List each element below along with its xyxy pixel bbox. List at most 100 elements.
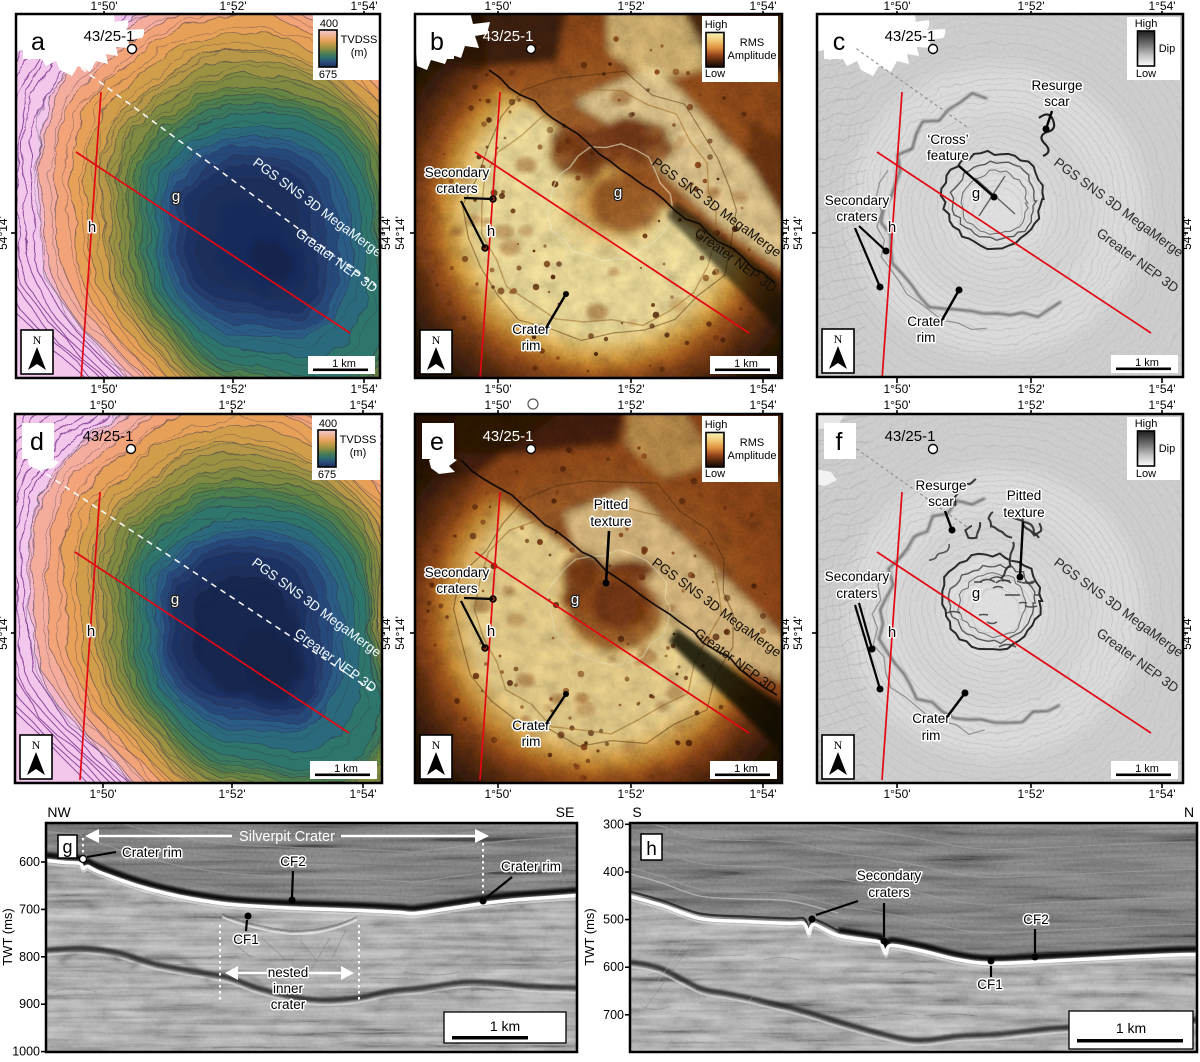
svg-text:300: 300: [603, 817, 624, 831]
svg-text:feature: feature: [927, 148, 969, 163]
svg-text:1°54': 1°54': [749, 0, 776, 13]
svg-text:1°54': 1°54': [1148, 0, 1175, 13]
svg-text:rim: rim: [917, 330, 936, 345]
svg-text:1°50': 1°50': [90, 382, 117, 396]
svg-text:1°54': 1°54': [349, 787, 376, 801]
svg-text:1°52': 1°52': [1017, 0, 1044, 13]
svg-text:54°14': 54°14': [0, 616, 10, 650]
svg-text:1°54': 1°54': [350, 0, 377, 13]
svg-text:1°52': 1°52': [617, 398, 644, 412]
svg-text:Dip: Dip: [1159, 443, 1176, 455]
svg-text:600: 600: [603, 960, 624, 974]
svg-text:1°54': 1°54': [749, 382, 776, 396]
svg-text:c: c: [833, 28, 846, 56]
svg-text:h: h: [87, 623, 95, 640]
svg-text:1°54': 1°54': [349, 398, 376, 412]
svg-text:TWT (ms): TWT (ms): [582, 908, 597, 966]
svg-text:Secondary: Secondary: [425, 165, 490, 180]
svg-text:1°54': 1°54': [1148, 787, 1175, 801]
svg-text:1°52': 1°52': [1017, 787, 1044, 801]
svg-text:scar: scar: [1044, 94, 1070, 109]
svg-text:craters: craters: [836, 209, 878, 224]
svg-text:scar: scar: [928, 494, 954, 509]
svg-text:1°52': 1°52': [218, 787, 245, 801]
svg-text:600: 600: [19, 855, 40, 869]
svg-text:500: 500: [603, 913, 624, 927]
svg-text:1 km: 1 km: [1116, 1020, 1146, 1036]
svg-text:1°52': 1°52': [617, 787, 644, 801]
svg-text:1°52': 1°52': [1017, 398, 1044, 412]
svg-text:h: h: [487, 223, 495, 240]
svg-text:43/25-1: 43/25-1: [885, 28, 936, 45]
svg-text:High: High: [1135, 418, 1158, 430]
svg-text:1°50': 1°50': [883, 0, 910, 13]
svg-text:54°14': 54°14': [791, 616, 805, 650]
svg-text:N: N: [834, 332, 843, 346]
svg-text:e: e: [430, 428, 444, 456]
svg-text:g: g: [571, 591, 579, 608]
svg-text:N: N: [33, 333, 42, 347]
svg-text:Low: Low: [1136, 468, 1156, 480]
svg-text:1 km: 1 km: [1135, 763, 1159, 775]
svg-text:1 km: 1 km: [334, 763, 358, 775]
svg-text:1°54': 1°54': [350, 382, 377, 396]
svg-text:54°14': 54°14': [393, 616, 407, 650]
svg-text:43/25-1: 43/25-1: [84, 28, 135, 45]
svg-text:Resurge: Resurge: [1031, 78, 1082, 93]
svg-text:Crater rim: Crater rim: [501, 859, 561, 874]
svg-text:RMS: RMS: [740, 437, 764, 449]
svg-text:d: d: [30, 428, 44, 456]
svg-text:1 km: 1 km: [1135, 357, 1159, 369]
svg-text:400: 400: [603, 865, 624, 879]
svg-text:43/25-1: 43/25-1: [885, 428, 936, 445]
svg-text:N: N: [432, 333, 441, 347]
svg-text:43/25-1: 43/25-1: [483, 428, 534, 445]
svg-text:h: h: [646, 839, 657, 860]
svg-text:54°14': 54°14': [791, 216, 805, 250]
svg-text:43/25-1: 43/25-1: [83, 428, 134, 445]
svg-text:1 km: 1 km: [734, 358, 758, 370]
svg-text:Low: Low: [705, 68, 725, 80]
svg-text:1 km: 1 km: [734, 763, 758, 775]
svg-text:NW: NW: [47, 804, 71, 820]
svg-text:800: 800: [19, 950, 40, 964]
svg-text:1°50': 1°50': [484, 382, 511, 396]
svg-text:1 km: 1 km: [490, 1018, 520, 1034]
svg-text:b: b: [430, 28, 444, 56]
svg-text:1°50': 1°50': [883, 787, 910, 801]
svg-text:crater: crater: [271, 997, 306, 1012]
svg-text:rim: rim: [522, 338, 541, 353]
svg-text:675: 675: [319, 69, 337, 81]
svg-text:1°54': 1°54': [1148, 398, 1175, 412]
svg-text:Low: Low: [705, 468, 725, 480]
svg-text:Resurge: Resurge: [915, 478, 966, 493]
svg-text:(m): (m): [351, 47, 368, 59]
svg-text:675: 675: [318, 469, 336, 481]
svg-text:1°52': 1°52': [617, 382, 644, 396]
svg-text:f: f: [836, 428, 843, 456]
svg-text:1°50': 1°50': [484, 787, 511, 801]
svg-text:g: g: [172, 188, 180, 205]
svg-text:Amplitude: Amplitude: [728, 450, 777, 462]
svg-text:a: a: [31, 28, 45, 56]
svg-text:1°54': 1°54': [749, 787, 776, 801]
svg-text:1°50': 1°50': [883, 382, 910, 396]
svg-text:inner: inner: [273, 981, 304, 996]
svg-text:700: 700: [19, 902, 40, 916]
svg-text:1°50': 1°50': [89, 398, 116, 412]
svg-text:High: High: [1135, 18, 1158, 30]
svg-text:CF1: CF1: [977, 977, 1003, 992]
svg-text:Secondary: Secondary: [825, 193, 890, 208]
svg-text:1°50': 1°50': [883, 398, 910, 412]
svg-text:Low: Low: [1136, 68, 1156, 80]
svg-text:TWT (ms): TWT (ms): [0, 908, 15, 966]
svg-text:Secondary: Secondary: [425, 565, 490, 580]
svg-text:1°50': 1°50': [89, 787, 116, 801]
svg-text:Amplitude: Amplitude: [728, 50, 777, 62]
svg-text:g: g: [972, 185, 980, 202]
svg-text:Silverpit Crater: Silverpit Crater: [239, 829, 335, 845]
svg-text:‘Cross’: ‘Cross’: [927, 132, 968, 147]
svg-text:Secondary: Secondary: [857, 868, 922, 883]
svg-text:texture: texture: [590, 514, 631, 529]
svg-text:RMS: RMS: [740, 37, 764, 49]
